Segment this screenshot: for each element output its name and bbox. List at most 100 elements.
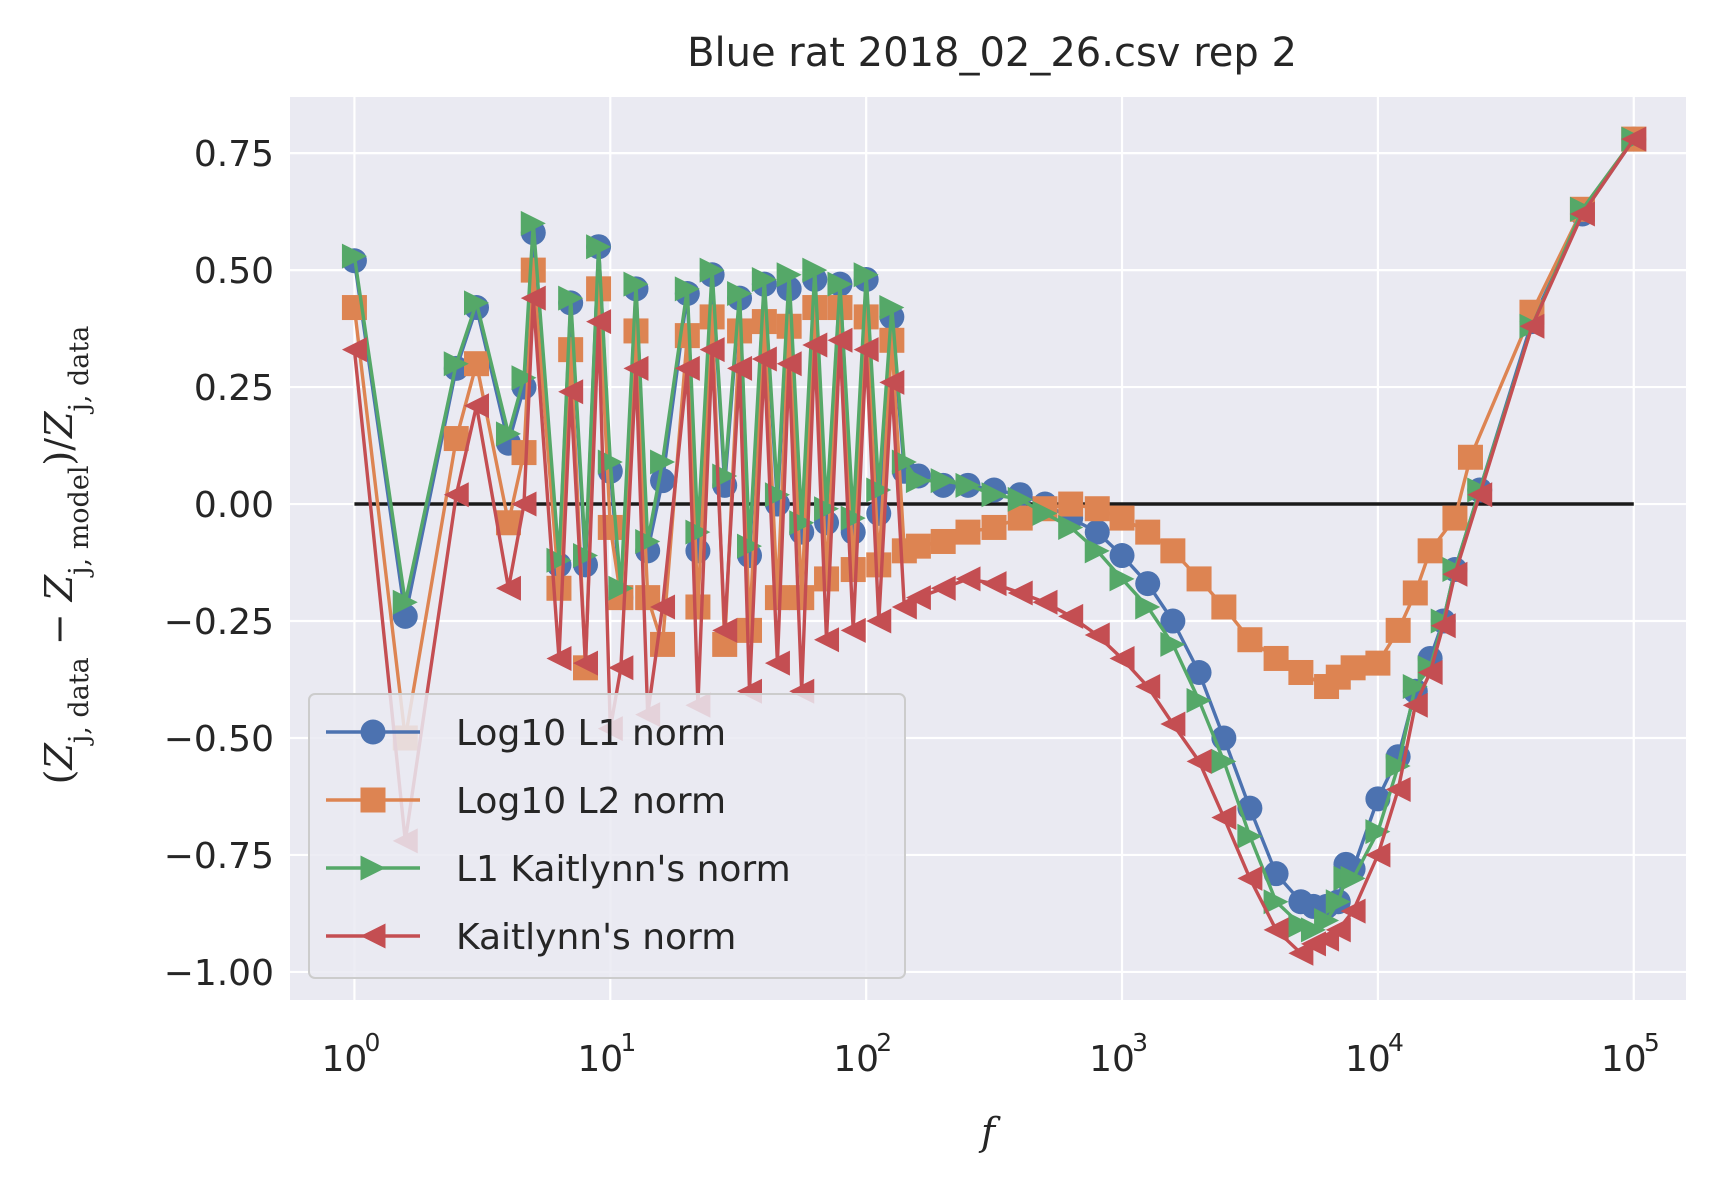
- data-point: [443, 482, 469, 508]
- data-point: [930, 575, 956, 601]
- data-point: [879, 369, 905, 395]
- data-point: [1186, 688, 1212, 714]
- data-point: [1314, 907, 1340, 933]
- data-point: [1402, 674, 1428, 700]
- data-point: [520, 210, 546, 236]
- data-point: [1186, 659, 1212, 685]
- data-point: [905, 468, 931, 494]
- data-point: [955, 472, 981, 498]
- data-point: [674, 355, 700, 381]
- series-layer: [341, 126, 1647, 966]
- data-point: [1007, 486, 1033, 512]
- data-point: [1211, 805, 1237, 831]
- data-point: [827, 327, 853, 353]
- data-point: [955, 519, 981, 545]
- data-point: [1084, 519, 1110, 545]
- data-point: [392, 589, 418, 615]
- data-point: [1263, 645, 1289, 671]
- data-point: [1325, 917, 1351, 943]
- data-point: [814, 566, 840, 592]
- data-point: [955, 566, 981, 592]
- data-point: [341, 337, 367, 363]
- data-point: [827, 271, 853, 297]
- data-point: [1007, 580, 1033, 606]
- data-point: [464, 393, 490, 419]
- data-point: [891, 594, 917, 620]
- data-point: [558, 379, 584, 405]
- data-point: [981, 482, 1007, 508]
- data-point: [802, 257, 828, 283]
- chart-title: Blue rat 2018_02_26.csv rep 2: [687, 30, 1297, 76]
- data-point: [443, 426, 469, 452]
- data-point: [1160, 631, 1186, 657]
- data-point: [608, 655, 634, 681]
- data-point: [1084, 538, 1110, 564]
- x-tick-exponent: 5: [1644, 1028, 1660, 1057]
- data-point: [1263, 889, 1289, 915]
- x-tick-exponent: 3: [1132, 1028, 1148, 1057]
- data-point: [1186, 748, 1212, 774]
- data-point: [1084, 496, 1110, 522]
- data-point: [1365, 819, 1391, 845]
- data-point: [1288, 659, 1314, 685]
- data-point: [1365, 650, 1391, 676]
- data-point: [558, 337, 584, 363]
- data-point: [866, 500, 892, 526]
- data-point: [1263, 917, 1289, 943]
- data-point: [699, 257, 725, 283]
- data-point: [789, 585, 815, 611]
- x-tick-label: 103: [1089, 1028, 1148, 1080]
- data-point: [623, 355, 649, 381]
- legend-item: L1 Kaitlynn's norm: [326, 849, 791, 890]
- data-point: [840, 557, 866, 583]
- y-tick-label: −1.00: [164, 953, 274, 994]
- y-tick-label: 0.25: [194, 368, 274, 409]
- y-tick-label: −0.25: [164, 602, 274, 643]
- x-tick-label: 105: [1601, 1028, 1660, 1080]
- data-point: [573, 650, 599, 676]
- data-point: [776, 351, 802, 377]
- data-point: [1467, 482, 1493, 508]
- data-point: [546, 575, 572, 601]
- data-point: [1417, 659, 1443, 685]
- data-point: [511, 440, 537, 466]
- data-point: [1402, 580, 1428, 606]
- data-point: [1058, 514, 1084, 540]
- data-point: [546, 645, 572, 671]
- x-tick-base: 10: [1601, 1039, 1647, 1080]
- x-tick-label: 101: [577, 1028, 636, 1080]
- data-point: [1417, 538, 1443, 564]
- legend: Log10 L1 norm Log10 L2 norm L1 Kaitlynn's …: [308, 693, 906, 979]
- x-tick-base: 10: [833, 1039, 879, 1080]
- data-point: [1084, 622, 1110, 648]
- data-point: [341, 243, 367, 269]
- data-point: [495, 575, 521, 601]
- legend-marker: [360, 787, 386, 813]
- data-point: [650, 449, 676, 475]
- series-4: [341, 126, 1647, 966]
- legend-item: Log10 L1 norm: [326, 713, 726, 754]
- data-point: [879, 295, 905, 321]
- x-tick-exponent: 1: [620, 1028, 636, 1057]
- data-point: [905, 585, 931, 611]
- data-point: [1569, 201, 1595, 227]
- data-point: [814, 627, 840, 653]
- data-point: [727, 281, 753, 307]
- data-point: [1300, 917, 1326, 943]
- data-point: [930, 528, 956, 554]
- legend-item: Kaitlynn's norm: [326, 917, 736, 958]
- data-point: [1211, 594, 1237, 620]
- data-point: [1135, 674, 1161, 700]
- y-axis-label: (Zj, data − Zj, model)/Zj, data: [37, 326, 95, 785]
- data-point: [1263, 861, 1289, 887]
- data-point: [930, 468, 956, 494]
- data-point: [1365, 842, 1391, 868]
- data-point: [853, 304, 879, 330]
- data-point: [464, 290, 490, 316]
- legend-marker: [360, 923, 386, 949]
- data-point: [1340, 898, 1366, 924]
- x-tick-exponent: 2: [876, 1028, 892, 1057]
- data-point: [1058, 491, 1084, 517]
- data-point: [511, 491, 537, 517]
- series-3: [341, 126, 1647, 943]
